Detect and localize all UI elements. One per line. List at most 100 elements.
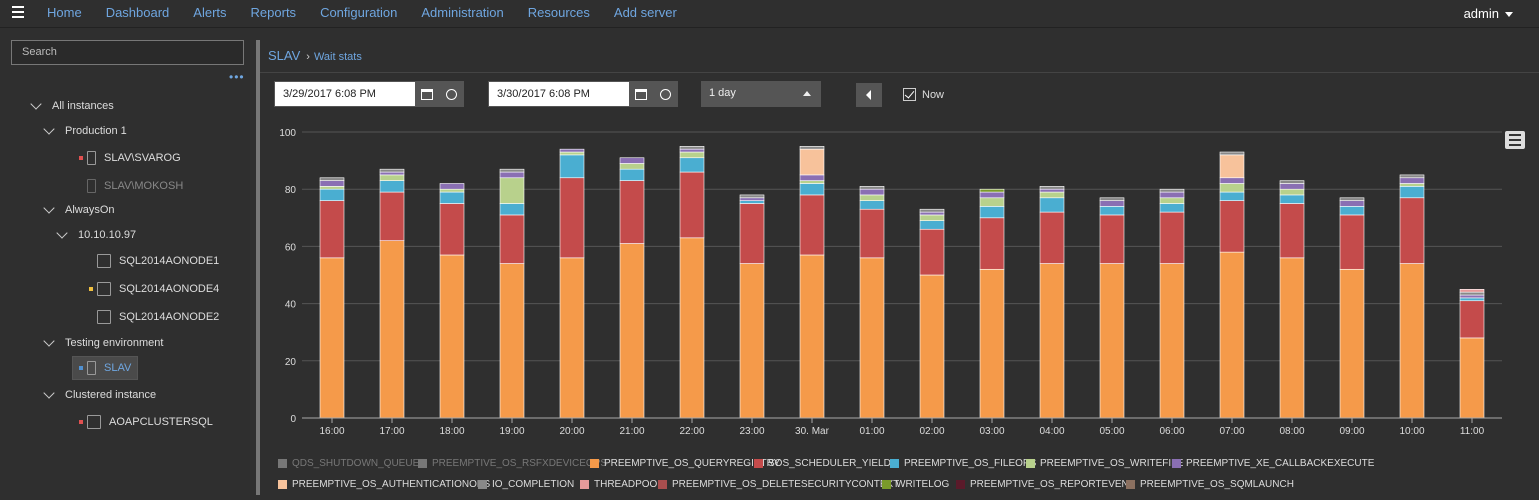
- bar-segment[interactable]: [979, 217, 1005, 270]
- bar-segment[interactable]: [1219, 154, 1245, 179]
- tree-node-slav-svarog[interactable]: SLAV\SVAROG: [79, 146, 181, 170]
- bar-segment[interactable]: [739, 203, 765, 264]
- user-menu[interactable]: admin: [1464, 6, 1513, 21]
- bar-segment[interactable]: [319, 186, 345, 190]
- chart-menu-icon[interactable]: [1505, 131, 1525, 149]
- clock-icon[interactable]: [445, 88, 457, 100]
- previous-period-button[interactable]: [856, 83, 882, 107]
- bar-segment[interactable]: [799, 180, 825, 184]
- nav-administration[interactable]: Administration: [421, 5, 504, 20]
- bar-segment[interactable]: [499, 214, 525, 264]
- bar-segment[interactable]: [1159, 197, 1185, 204]
- legend-item[interactable]: PREEMPTIVE_OS_WRITEFILE: [1026, 458, 1183, 469]
- bar-segment[interactable]: [619, 157, 645, 164]
- range-select[interactable]: 1 day: [701, 81, 821, 107]
- bar-segment[interactable]: [1459, 289, 1485, 293]
- bar-segment[interactable]: [1399, 174, 1425, 179]
- bar-segment[interactable]: [1099, 197, 1125, 201]
- bar-segment[interactable]: [559, 151, 585, 156]
- legend-item[interactable]: THREADPOOL: [580, 479, 663, 490]
- bar-segment[interactable]: [799, 174, 825, 181]
- bar-segment[interactable]: [439, 183, 465, 190]
- bar-segment[interactable]: [1459, 297, 1485, 302]
- bar-segment[interactable]: [559, 177, 585, 259]
- hamburger-menu-icon[interactable]: [12, 6, 24, 18]
- bar-segment[interactable]: [439, 188, 465, 193]
- tree-node-sql2014aonode4[interactable]: SQL2014AONODE4: [89, 277, 219, 301]
- bar-segment[interactable]: [1039, 188, 1065, 193]
- legend-item[interactable]: PREEMPTIVE_XE_CALLBACKEXECUTE: [1172, 458, 1374, 469]
- bar-segment[interactable]: [1399, 186, 1425, 199]
- search-input[interactable]: Search: [11, 40, 244, 65]
- bar-segment[interactable]: [1219, 191, 1245, 201]
- bar-segment[interactable]: [799, 148, 825, 176]
- bar-segment[interactable]: [1039, 211, 1065, 264]
- bar-segment[interactable]: [619, 243, 645, 419]
- tree-node-aoapclustersql[interactable]: AOAPCLUSTERSQL: [79, 410, 213, 434]
- bar-segment[interactable]: [1039, 263, 1065, 419]
- bar-segment[interactable]: [739, 197, 765, 201]
- bar-segment[interactable]: [799, 254, 825, 419]
- tree-node-alwayson[interactable]: AlwaysOn: [43, 198, 115, 222]
- bar-segment[interactable]: [1219, 151, 1245, 156]
- tree-node-production-1[interactable]: Production 1: [43, 119, 127, 143]
- bar-segment[interactable]: [679, 157, 705, 173]
- bar-segment[interactable]: [1159, 211, 1185, 264]
- bar-segment[interactable]: [1459, 337, 1485, 419]
- legend-item[interactable]: IO_COMPLETION: [478, 479, 574, 490]
- bar-segment[interactable]: [1159, 263, 1185, 419]
- nav-alerts[interactable]: Alerts: [193, 5, 227, 20]
- bar-segment[interactable]: [799, 194, 825, 256]
- nav-add-server[interactable]: Add server: [613, 5, 677, 20]
- breadcrumb-root[interactable]: SLAV: [268, 48, 301, 63]
- bar-segment[interactable]: [1459, 300, 1485, 339]
- tree-node-clustered-instance[interactable]: Clustered instance: [43, 383, 156, 407]
- bar-segment[interactable]: [1339, 197, 1365, 201]
- sidebar-resize-handle[interactable]: [256, 40, 260, 495]
- bar-segment[interactable]: [439, 203, 465, 256]
- bar-segment[interactable]: [679, 145, 705, 150]
- legend-item[interactable]: WRITELOG: [882, 479, 949, 490]
- nav-home[interactable]: Home: [47, 5, 82, 20]
- bar-segment[interactable]: [1159, 203, 1185, 213]
- bar-segment[interactable]: [1099, 200, 1125, 207]
- bar-segment[interactable]: [1399, 183, 1425, 187]
- bar-segment[interactable]: [499, 177, 525, 204]
- bar-segment[interactable]: [1339, 214, 1365, 270]
- bar-segment[interactable]: [559, 148, 585, 153]
- tree-node-all-instances[interactable]: All instances: [30, 94, 114, 118]
- bar-segment[interactable]: [1399, 263, 1425, 419]
- bar-segment[interactable]: [619, 163, 645, 170]
- bar-segment[interactable]: [1459, 294, 1485, 299]
- now-toggle[interactable]: Now: [903, 88, 944, 101]
- tree-node-slav-mokosh[interactable]: SLAV\MOKOSH: [87, 174, 183, 198]
- bar-segment[interactable]: [979, 206, 1005, 219]
- bar-segment[interactable]: [379, 191, 405, 241]
- bar-segment[interactable]: [679, 151, 705, 159]
- bar-segment[interactable]: [559, 154, 585, 179]
- tree-node-sql2014aonode2[interactable]: SQL2014AONODE2: [97, 305, 219, 329]
- bar-segment[interactable]: [319, 257, 345, 419]
- bar-segment[interactable]: [1279, 194, 1305, 204]
- nav-dashboard[interactable]: Dashboard: [105, 5, 170, 20]
- bar-segment[interactable]: [679, 237, 705, 419]
- bar-segment[interactable]: [439, 191, 465, 204]
- bar-segment[interactable]: [1039, 191, 1065, 199]
- bar-segment[interactable]: [859, 257, 885, 419]
- bar-segment[interactable]: [1279, 183, 1305, 190]
- bar-segment[interactable]: [1039, 197, 1065, 213]
- now-checkbox[interactable]: [903, 88, 916, 101]
- bar-segment[interactable]: [319, 200, 345, 259]
- legend-item[interactable]: QDS_SHUTDOWN_QUEUE: [278, 458, 419, 469]
- bar-segment[interactable]: [1099, 214, 1125, 264]
- calendar-icon[interactable]: [635, 88, 648, 100]
- clock-icon[interactable]: [659, 88, 671, 100]
- bar-segment[interactable]: [1279, 180, 1305, 184]
- bar-segment[interactable]: [739, 263, 765, 419]
- bar-segment[interactable]: [859, 208, 885, 259]
- tree-node-10-10-10-97[interactable]: 10.10.10.97: [56, 223, 136, 247]
- bar-segment[interactable]: [1459, 291, 1485, 296]
- legend-item[interactable]: PREEMPTIVE_OS_SQMLAUNCH: [1126, 479, 1294, 490]
- bar-segment[interactable]: [1219, 200, 1245, 253]
- bar-segment[interactable]: [379, 168, 405, 173]
